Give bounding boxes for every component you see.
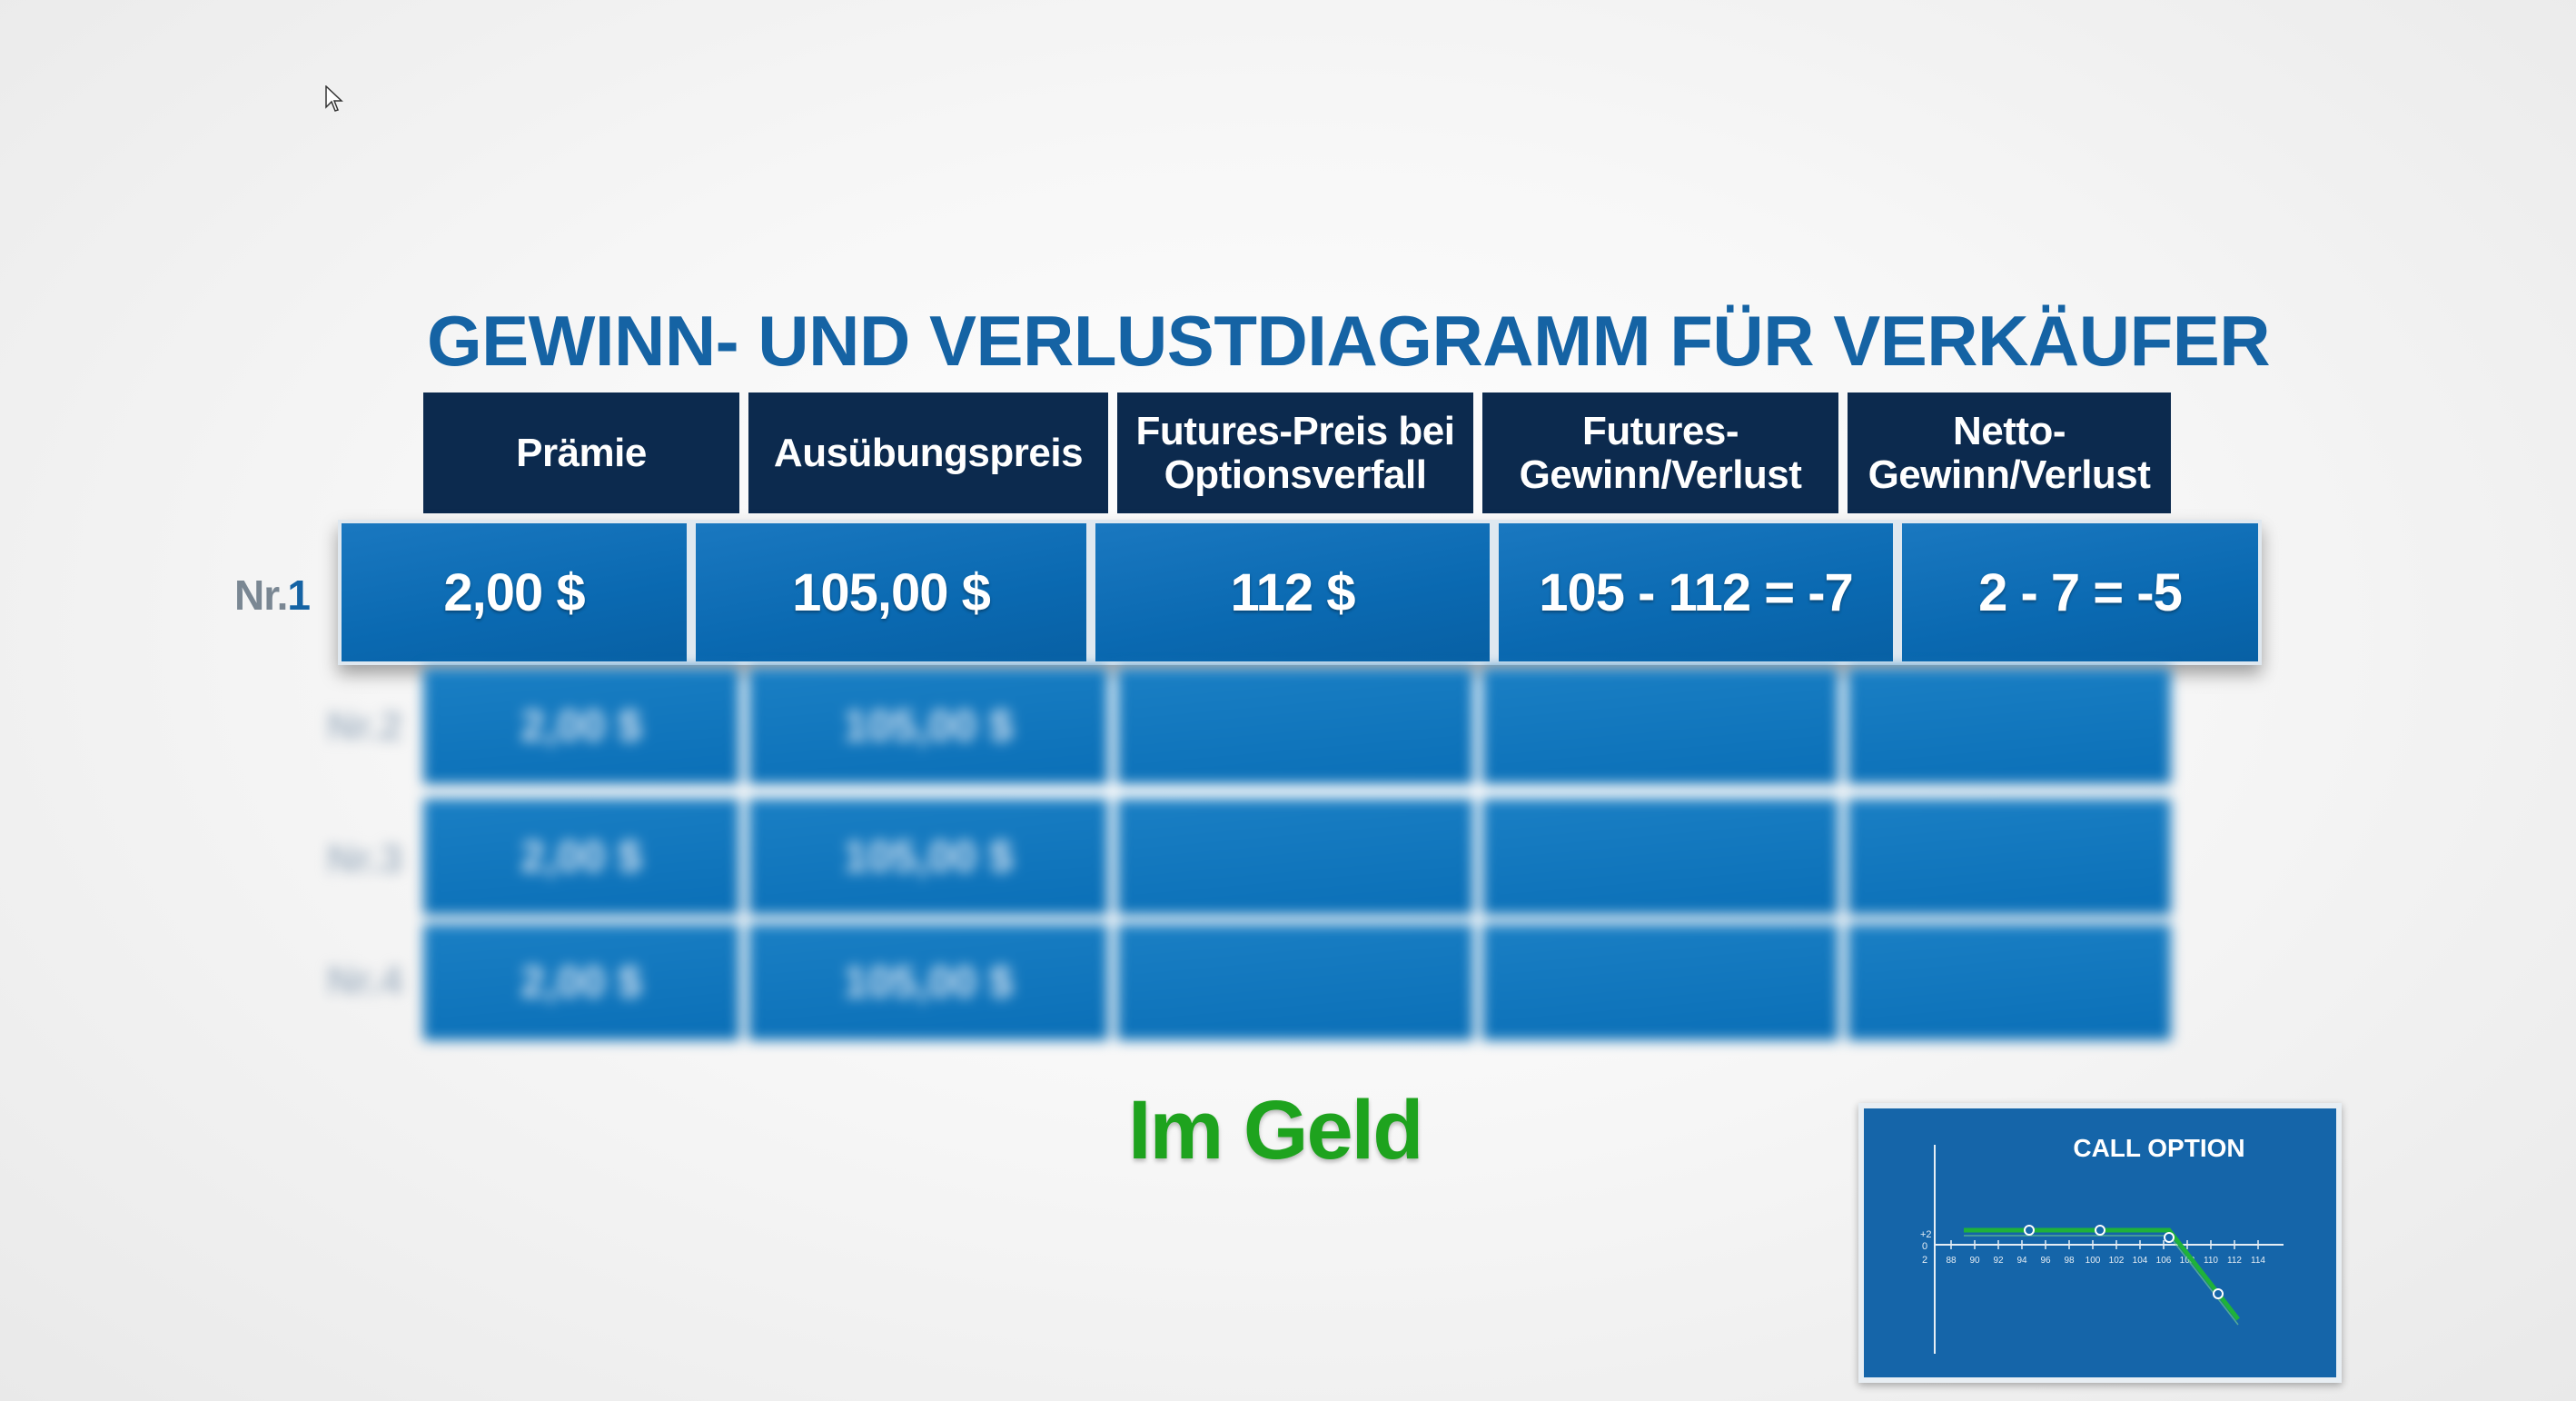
header-ausuebungspreis: Ausübungspreis <box>748 392 1108 513</box>
chart-point <box>2095 1225 2105 1236</box>
mini-chart-title: CALL OPTION <box>2073 1134 2245 1162</box>
table-cell <box>1117 668 1473 784</box>
x-tick-label: 104 <box>2133 1256 2148 1266</box>
table-cell <box>1117 799 1473 915</box>
payoff-line <box>1964 1227 2240 1321</box>
header-futures-preis: Futures-Preis bei Optionsverfall <box>1117 392 1473 513</box>
x-tick-label: 88 <box>1946 1256 1957 1266</box>
table-row-highlighted: 2,00 $ 105,00 $ 112 $ 105 - 112 = -7 2 -… <box>338 520 2262 665</box>
blurred-rows: Nr.2 2,00 $ 105,00 $ Nr.3 2,00 $ 105,00 … <box>327 668 2198 1040</box>
y-tick-label: 2 <box>1922 1255 1927 1266</box>
x-tick-label: 112 <box>2227 1256 2242 1266</box>
header-netto-gewinn-verlust: Netto- Gewinn/Verlust <box>1848 392 2171 513</box>
row-label-3: Nr.3 <box>327 837 403 881</box>
table-cell <box>1482 799 1838 915</box>
chart-point <box>2024 1225 2035 1236</box>
cell-futures-gewinn-verlust: 105 - 112 = -7 <box>1499 523 1893 661</box>
table-cell <box>1482 668 1838 784</box>
row-label-1: Nr.1 <box>234 571 311 619</box>
x-tick-label: 102 <box>2109 1256 2125 1266</box>
result-label: Im Geld <box>1128 1084 1423 1177</box>
table-cell: 105,00 $ <box>748 799 1108 915</box>
table-cell: 2,00 $ <box>423 799 739 915</box>
x-tick-label: 100 <box>2086 1256 2101 1266</box>
table-cell <box>1117 924 1473 1040</box>
table-cell <box>1848 924 2171 1040</box>
x-tick-label: 90 <box>1969 1256 1980 1266</box>
header-futures-gewinn-verlust: Futures- Gewinn/Verlust <box>1482 392 1838 513</box>
table-cell: 105,00 $ <box>748 924 1108 1040</box>
table-cell <box>1482 924 1838 1040</box>
x-tick-label: 96 <box>2040 1256 2051 1266</box>
table-cell: 105,00 $ <box>748 668 1108 784</box>
call-option-thumbnail: CALL OPTION 88 90 92 94 96 98 100 102 104 106 108 1… <box>1858 1103 2342 1383</box>
x-tick-label: 92 <box>1993 1256 2004 1266</box>
x-tick-label: 98 <box>2064 1256 2075 1266</box>
cell-ausuebungspreis: 105,00 $ <box>696 523 1086 661</box>
y-tick-label: +2 <box>1920 1229 1932 1240</box>
row-label-4: Nr.4 <box>327 959 403 1003</box>
page-title: GEWINN- UND VERLUSTDIAGRAMM FÜR VERKÄUFE… <box>427 301 2271 381</box>
mini-chart-svg: 88 90 92 94 96 98 100 102 104 106 108 110 112 114 +2 … <box>1920 1145 2284 1354</box>
x-tick-marks: 88 90 92 94 96 98 100 102 104 106 108 110 112 114 <box>1946 1240 2265 1266</box>
chart-point <box>2213 1288 2224 1299</box>
header-praemie: Prämie <box>423 392 739 513</box>
table-cell <box>1848 799 2171 915</box>
row-label-2: Nr.2 <box>327 704 403 749</box>
cell-futures-preis: 112 $ <box>1095 523 1490 661</box>
cell-praemie: 2,00 $ <box>342 523 687 661</box>
x-tick-label: 114 <box>2251 1256 2265 1266</box>
table-cell <box>1848 668 2171 784</box>
chart-point <box>2164 1232 2175 1243</box>
table-cell: 2,00 $ <box>423 924 739 1040</box>
x-tick-label: 108 <box>2180 1256 2195 1266</box>
x-tick-label: 106 <box>2156 1256 2172 1266</box>
table-cell: 2,00 $ <box>423 668 739 784</box>
y-tick-label: 0 <box>1922 1241 1927 1252</box>
x-tick-label: 110 <box>2204 1256 2218 1266</box>
cell-netto-gewinn-verlust: 2 - 7 = -5 <box>1902 523 2258 661</box>
mouse-cursor-icon <box>325 85 343 112</box>
x-tick-label: 94 <box>2016 1256 2027 1266</box>
payoff-line-shadow <box>1964 1235 2239 1326</box>
